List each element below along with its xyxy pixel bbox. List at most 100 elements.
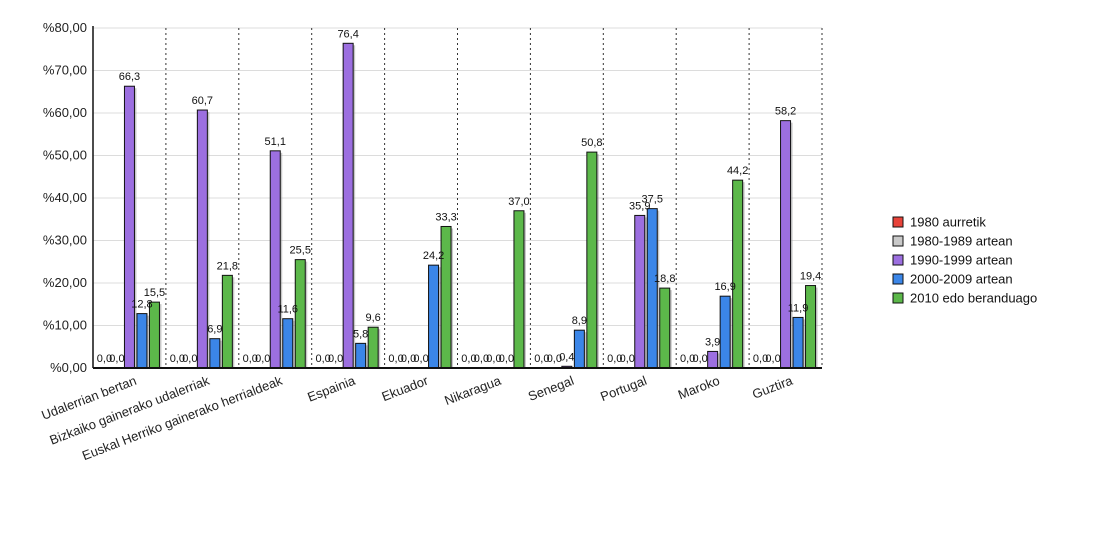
data-label: 33,3: [435, 211, 456, 223]
bar: [586, 151, 598, 369]
bars: [123, 42, 818, 369]
bar: [367, 326, 379, 369]
bar: [196, 109, 208, 369]
data-label: 0,0: [401, 353, 416, 365]
data-label: 11,9: [788, 302, 809, 314]
bar: [440, 225, 452, 369]
data-label: 0,0: [753, 353, 768, 365]
data-label: 0,0: [486, 353, 501, 365]
bar: [269, 150, 281, 369]
data-label: 60,7: [192, 95, 213, 107]
data-label: 50,8: [581, 137, 602, 149]
legend-label: 1980 aurretik: [910, 215, 986, 230]
x-category-label: Guztira: [750, 373, 795, 402]
legend-label: 2010 edo beranduago: [910, 291, 1037, 306]
legend-swatch: [892, 254, 904, 266]
data-label: 0,0: [109, 353, 124, 365]
bar: [355, 342, 367, 369]
legend-swatch: [892, 216, 904, 228]
data-label: 0,4: [559, 351, 574, 363]
data-label: 18,8: [654, 273, 675, 285]
data-label: 8,9: [572, 315, 587, 327]
x-category-label: Senegal: [526, 373, 576, 404]
bar: [805, 285, 817, 369]
bar: [646, 208, 658, 369]
data-label: 0,0: [474, 353, 489, 365]
y-tick-label: %70,00: [43, 63, 87, 78]
data-label: 5,8: [353, 328, 368, 340]
data-label: 35,9: [629, 200, 650, 212]
y-tick-label: %40,00: [43, 190, 87, 205]
data-label: 21,8: [217, 260, 238, 272]
data-label: 0,0: [607, 353, 622, 365]
data-label: 0,0: [461, 353, 476, 365]
bar: [732, 179, 744, 369]
bar: [123, 85, 135, 369]
bar: [573, 329, 585, 369]
data-label: 58,2: [775, 106, 796, 118]
bar: [221, 274, 233, 369]
data-label: 0,0: [388, 353, 403, 365]
bar: [136, 313, 148, 369]
legend-label: 1980-1989 artean: [910, 234, 1013, 249]
bar: [282, 318, 294, 369]
data-label: 37,5: [642, 194, 663, 206]
bar: [634, 214, 646, 369]
data-label: 66,3: [119, 71, 140, 83]
data-label: 0,0: [499, 353, 514, 365]
x-category-label: Espainia: [305, 373, 358, 405]
data-label: 25,5: [290, 245, 311, 257]
bar: [148, 301, 160, 369]
legend-swatch: [892, 292, 904, 304]
data-label: 0,0: [170, 353, 185, 365]
data-label: 0,0: [97, 353, 112, 365]
data-label: 0,0: [182, 353, 197, 365]
category-separators: [165, 28, 823, 368]
y-tick-label: %30,00: [43, 233, 87, 248]
data-label: 24,2: [423, 250, 444, 262]
data-label: 76,4: [337, 28, 358, 40]
bar: [707, 350, 719, 369]
bar: [780, 120, 792, 369]
data-label: 0,0: [243, 353, 258, 365]
bar: [209, 338, 221, 369]
data-labels: 0,00,066,312,815,50,00,060,76,921,80,00,…: [97, 28, 821, 365]
legend-label: 1990-1999 artean: [910, 253, 1013, 268]
data-label: 0,0: [693, 353, 708, 365]
data-label: 44,2: [727, 165, 748, 177]
data-label: 0,0: [328, 353, 343, 365]
data-label: 0,0: [316, 353, 331, 365]
bar: [428, 264, 440, 369]
bar: [719, 295, 731, 369]
data-label: 51,1: [265, 136, 286, 148]
x-category-label: Ekuador: [380, 373, 431, 405]
data-label: 16,9: [714, 281, 735, 293]
bar: [513, 210, 525, 369]
y-tick-label: %60,00: [43, 105, 87, 120]
data-label: 19,4: [800, 271, 821, 283]
x-category-label: Maroko: [676, 373, 722, 403]
data-label: 0,0: [413, 353, 428, 365]
data-label: 0,0: [534, 353, 549, 365]
y-tick-label: %0,00: [50, 360, 87, 375]
data-label: 9,6: [366, 312, 381, 324]
legend-label: 2000-2009 artean: [910, 272, 1013, 287]
bar: [792, 316, 804, 369]
data-label: 0,0: [547, 353, 562, 365]
data-label: 15,5: [144, 287, 165, 299]
y-tick-label: %10,00: [43, 318, 87, 333]
data-label: 0,0: [680, 353, 695, 365]
y-tick-label: %50,00: [43, 148, 87, 163]
legend-swatch: [892, 235, 904, 247]
legend-swatch: [892, 273, 904, 285]
data-label: 0,0: [255, 353, 270, 365]
y-axis-ticks: %0,00 %10,00 %20,00 %30,00 %40,00 %50,00 %60,0…: [43, 20, 87, 375]
data-label: 3,9: [705, 336, 720, 348]
data-label: 0,0: [620, 353, 635, 365]
bar: [342, 42, 354, 369]
axes: [92, 26, 822, 369]
data-label: 12,8: [131, 299, 152, 311]
legend: 1980 aurretik 1980-1989 artean 1990-1999 a…: [892, 215, 1037, 306]
